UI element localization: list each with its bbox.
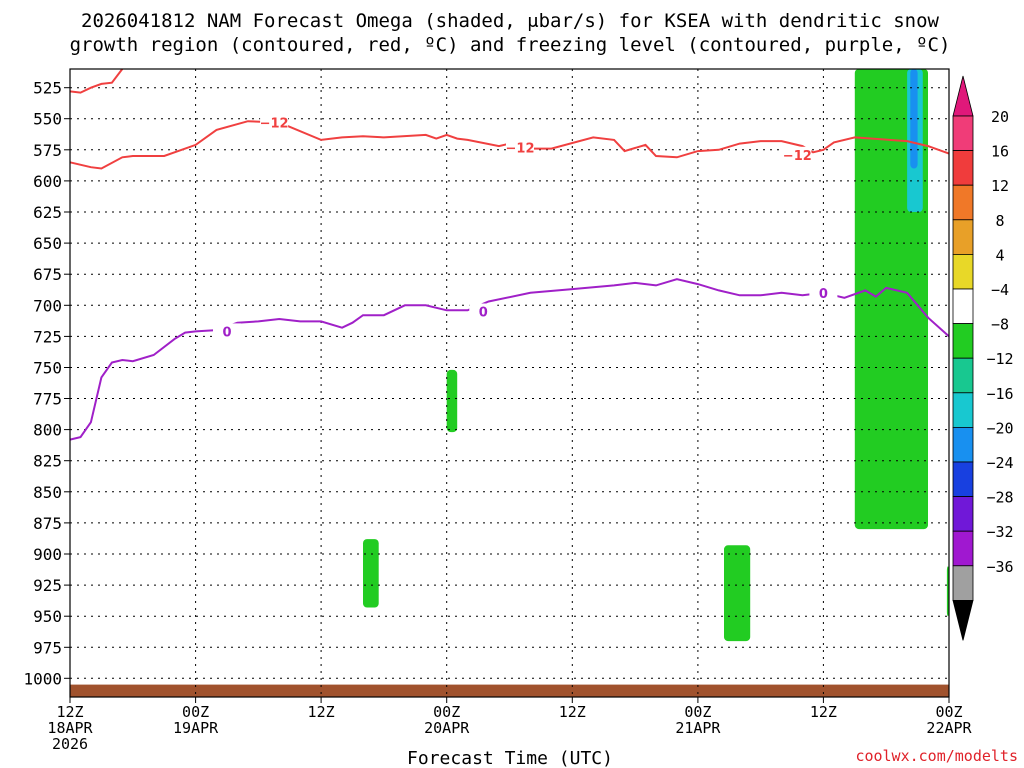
xtick-label-h60-0: 00Z: [684, 703, 711, 721]
xtick-label-h12-1: 19APR: [173, 719, 219, 737]
ytick-label-p825: 825: [33, 452, 62, 471]
ytick-label-p525: 525: [33, 79, 62, 98]
colorbar-segment-7: [952, 357, 974, 394]
colorbar-label-9: −20: [986, 419, 1013, 437]
ytick-label-p550: 550: [33, 110, 62, 129]
ytick-label-p675: 675: [33, 265, 62, 284]
xtick-label-h0-1: 18APR: [47, 719, 93, 737]
xtick-label-h72-0: 12Z: [810, 703, 837, 721]
ytick-label-p725: 725: [33, 327, 62, 346]
ytick-label-p850: 850: [33, 483, 62, 502]
xtick-label-h36-1: 20APR: [424, 719, 470, 737]
freezing-contour-label-1: 0: [222, 325, 231, 340]
ytick-label-p1000: 1000: [23, 669, 62, 688]
dgz-contour-label-2-bg: [506, 139, 534, 155]
freezing-contour-label-3-bg: [809, 284, 838, 300]
omega-region-2: [724, 545, 751, 642]
colorbar-segment-10: [952, 461, 974, 497]
freezing-contour-label-1-bg: [213, 323, 241, 339]
colorbar-segment-9: [952, 426, 974, 463]
colorbar-segment-2: [952, 184, 974, 221]
colorbar-segment-6: [952, 323, 974, 359]
colorbar-label-3: 8: [995, 212, 1004, 230]
colorbar-segment-8: [952, 392, 974, 428]
colorbar-label-13: −36: [986, 558, 1013, 576]
ytick-label-p575: 575: [33, 141, 62, 160]
xtick-label-h36-0: 00Z: [433, 703, 460, 721]
colorbar-label-0: 20: [991, 108, 1009, 126]
ytick-label-p650: 650: [33, 234, 62, 253]
dgz-contour-label-2: −12: [506, 141, 535, 156]
ytick-label-p925: 925: [33, 576, 62, 595]
colorbar-segment-5: [952, 288, 974, 324]
credit-text: coolwx.com/modelts: [855, 747, 1018, 765]
colorbar-segment-11: [952, 496, 974, 532]
xtick-label-h0-0: 12Z: [56, 703, 83, 721]
colorbar-label-11: −28: [986, 489, 1013, 507]
dgz-contour-label-1: −12: [260, 117, 289, 132]
freezing-contour-label-2: 0: [479, 306, 488, 321]
xtick-label-h60-1: 21APR: [675, 719, 721, 737]
plot-frame: [69, 68, 950, 698]
colorbar-label-6: −8: [991, 316, 1009, 334]
ytick-label-p625: 625: [33, 203, 62, 222]
colorbar-label-5: −4: [991, 281, 1009, 299]
colorbar-label-4: 4: [995, 246, 1004, 264]
ytick-label-p775: 775: [33, 390, 62, 409]
xtick-label-h84-0: 00Z: [935, 703, 962, 721]
chart-title-line-1: 2026041812 NAM Forecast Omega (shaded, μ…: [81, 10, 939, 32]
ytick-label-p750: 750: [33, 359, 62, 378]
freezing-contour-label-3: 0: [819, 287, 828, 302]
colorbar-label-8: −16: [986, 385, 1013, 403]
ytick-label-p900: 900: [33, 545, 62, 564]
dgz-contour-label-3-bg: [783, 146, 812, 162]
xtick-label-h12-0: 00Z: [182, 703, 209, 721]
ytick-label-p975: 975: [33, 638, 62, 657]
omega-region-1: [363, 539, 379, 608]
dgz-upper-contour: [69, 68, 124, 94]
xtick-label-h84-1: 22APR: [926, 719, 972, 737]
ytick-label-p700: 700: [33, 296, 62, 315]
terrain-surface: [70, 684, 949, 697]
xtick-label-h48-0: 12Z: [559, 703, 586, 721]
colorbar-segment-12: [952, 530, 974, 567]
chart-title-line-2: growth region (contoured, red, ºC) and f…: [70, 34, 951, 56]
colorbar-segment-3: [952, 219, 974, 255]
colorbar-segment-4: [952, 253, 974, 290]
colorbar-segment-0: [952, 115, 974, 151]
freezing-contour-label-2-bg: [469, 303, 498, 319]
omega-region-0: [446, 369, 458, 433]
colorbar-bottom-arrow: [952, 600, 974, 641]
xtick-label-h24-0: 12Z: [308, 703, 335, 721]
colorbar-top-arrow: [952, 75, 974, 117]
colorbar-label-1: 16: [991, 143, 1009, 161]
dgz-contour-label-3: −12: [783, 149, 812, 164]
ytick-label-p875: 875: [33, 514, 62, 533]
colorbar-label-10: −24: [986, 454, 1013, 472]
ytick-label-p600: 600: [33, 172, 62, 191]
colorbar-segment-13: [952, 565, 974, 601]
x-axis-title: Forecast Time (UTC): [407, 748, 613, 768]
ytick-label-p800: 800: [33, 421, 62, 440]
ytick-label-p950: 950: [33, 607, 62, 626]
plot-area-background: [70, 69, 949, 697]
colorbar-label-7: −12: [986, 350, 1013, 368]
colorbar-segment-1: [952, 150, 974, 186]
colorbar-label-12: −32: [986, 523, 1013, 541]
xtick-label-h0-2: 2026: [52, 735, 88, 753]
colorbar-label-2: 12: [991, 177, 1009, 195]
dgz-contour-label-1-bg: [260, 114, 289, 130]
